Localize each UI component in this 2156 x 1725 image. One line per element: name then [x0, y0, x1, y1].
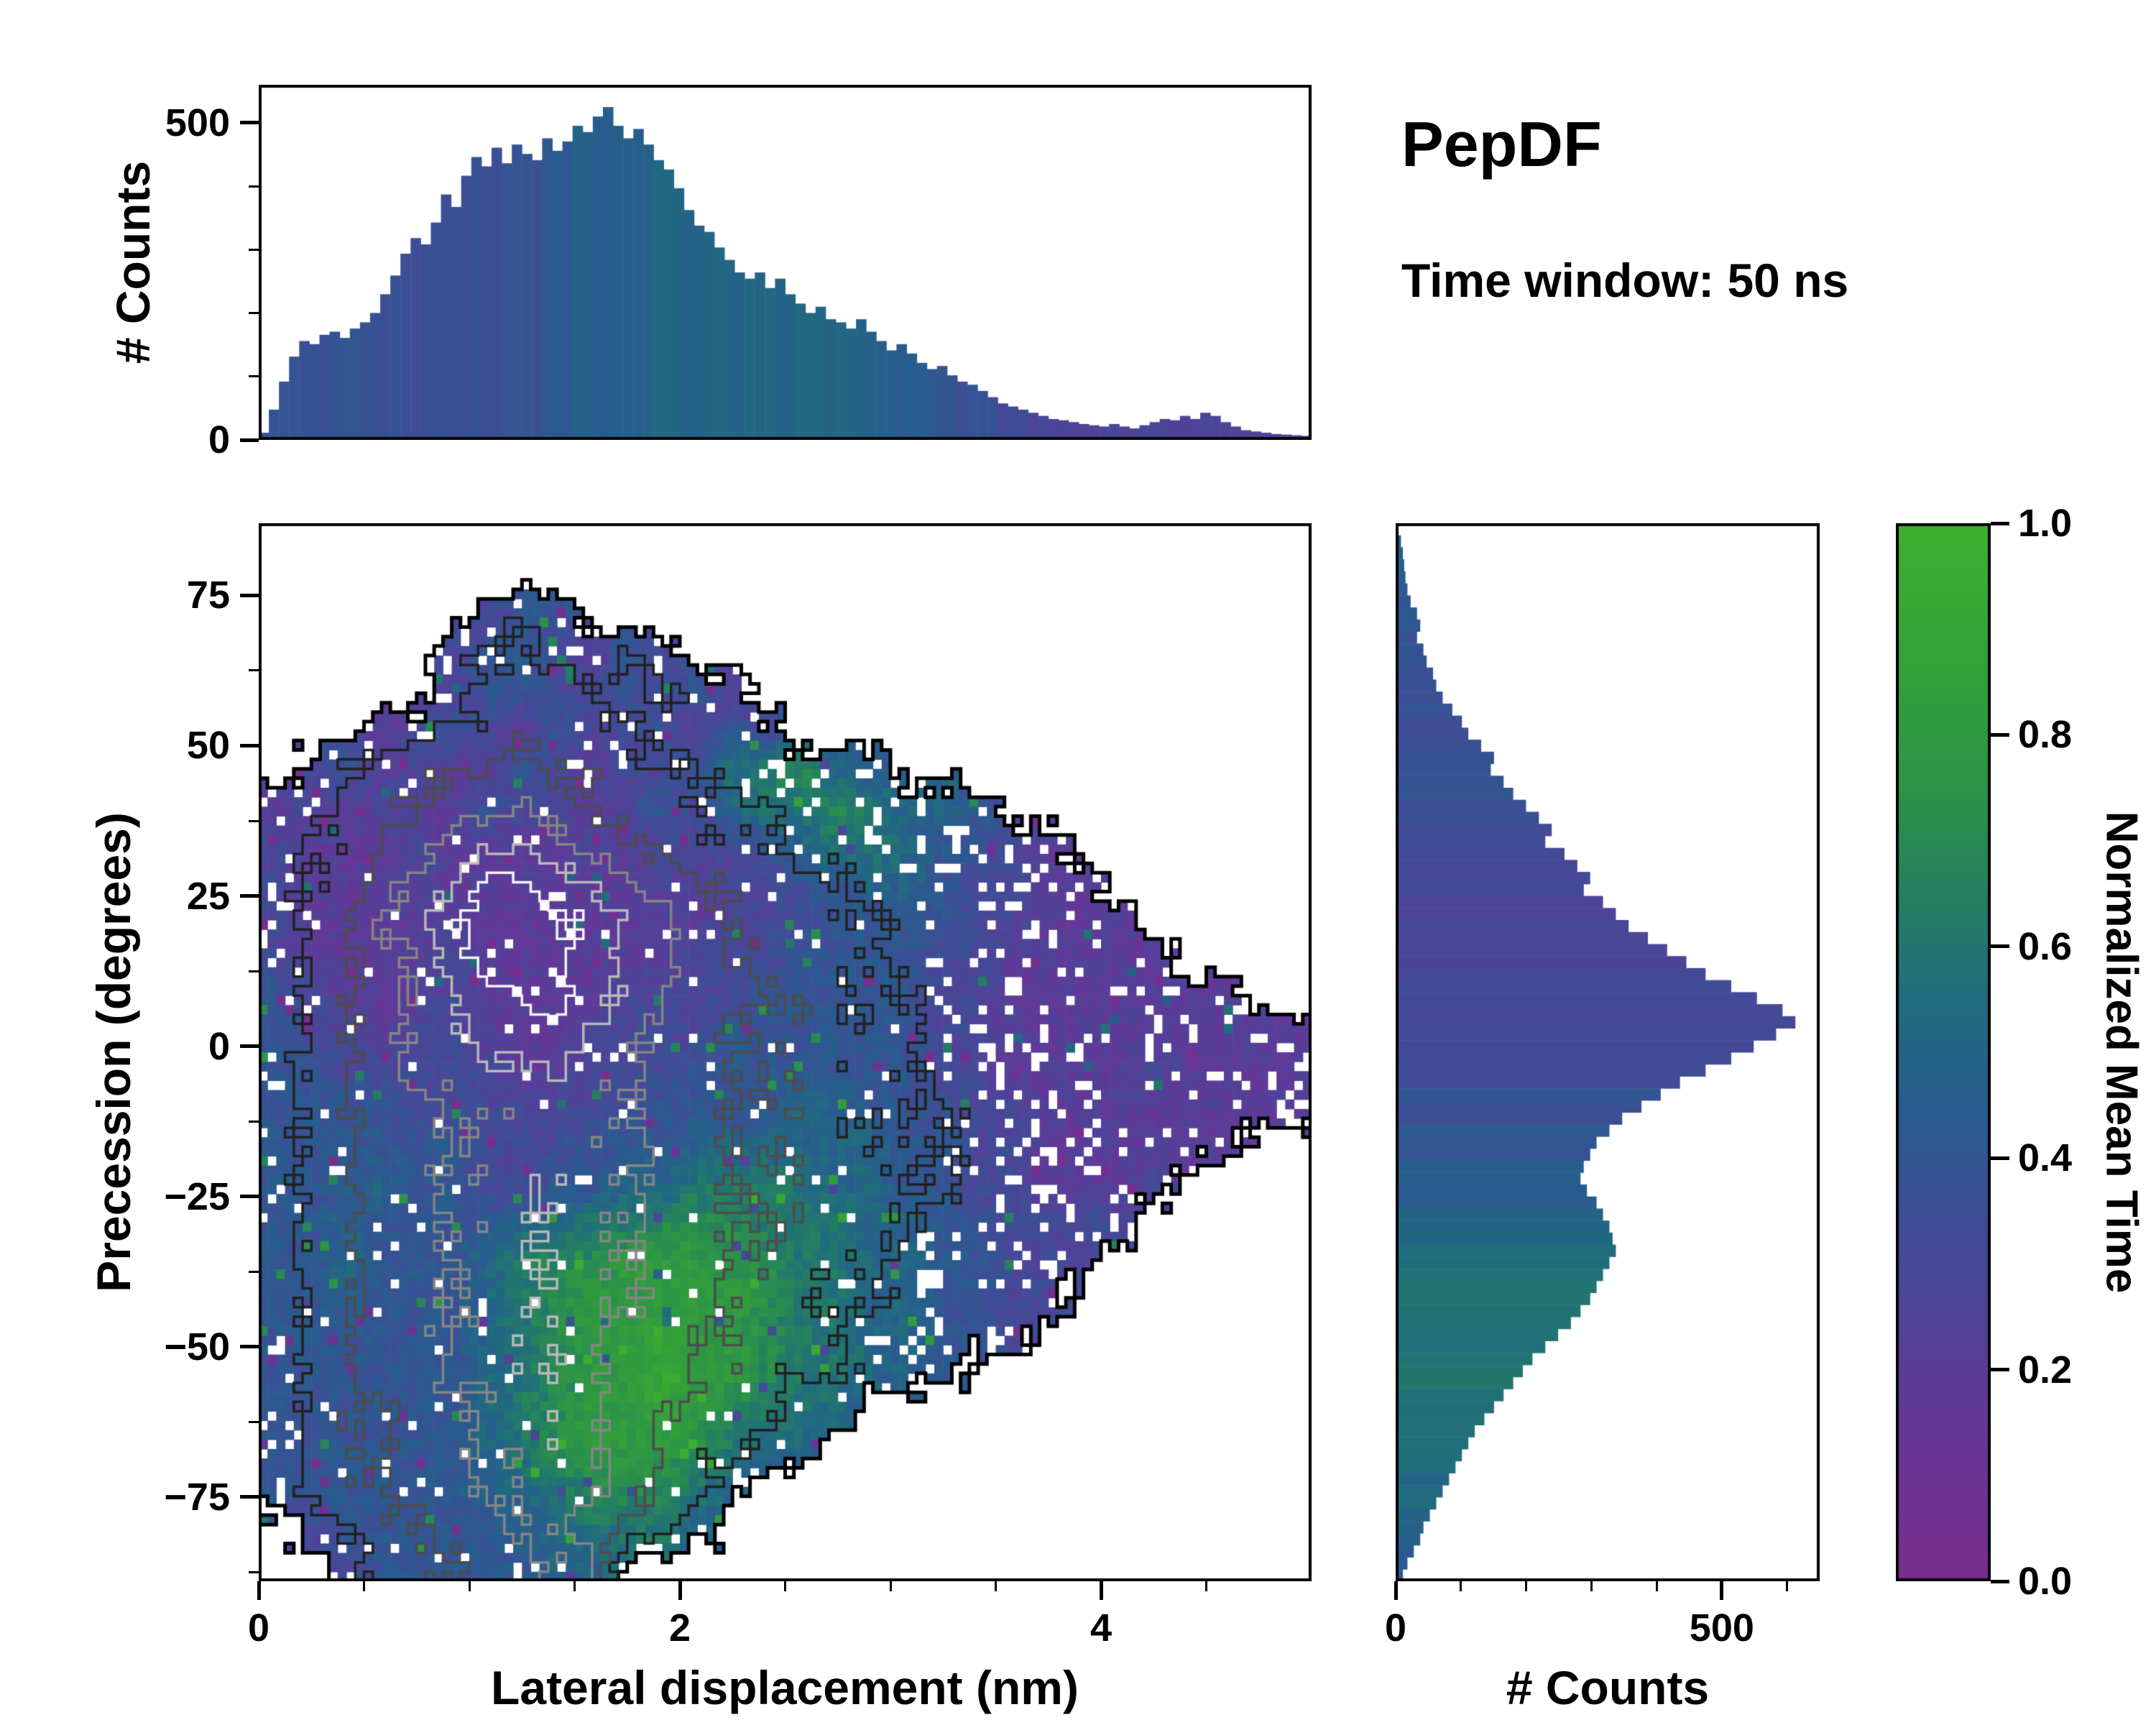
- x-tick-mark: [257, 1581, 261, 1600]
- y-tick-label: −75: [164, 1475, 230, 1519]
- x-minor-tick-mark: [995, 1581, 997, 1591]
- colorbar-canvas: [1896, 523, 1991, 1581]
- y-tick-label: −50: [164, 1325, 230, 1368]
- right-histogram-panel: 0 500: [1385, 523, 1820, 1650]
- x-minor-tick-mark: [468, 1581, 471, 1591]
- top-histogram-canvas: [259, 85, 1312, 440]
- heatmap-ylabel: Precession (degrees): [87, 812, 140, 1292]
- colorbar-panel: 1.0 0.8 0.6 0.4 0.2 0.0: [1896, 502, 2072, 1603]
- y-tick-mark: [240, 1495, 259, 1499]
- x-minor-tick-mark: [1460, 1581, 1462, 1591]
- x-tick-mark: [1393, 1581, 1398, 1600]
- x-tick-mark: [1720, 1581, 1724, 1600]
- y-tick-label: 25: [186, 874, 230, 918]
- colorbar-tick-label: 0.0: [2018, 1560, 2073, 1603]
- right-histogram-xlabel: # Counts: [1506, 1661, 1710, 1714]
- right-histogram-canvas: [1396, 523, 1820, 1581]
- top-histogram-panel: 0 500: [165, 85, 1312, 461]
- y-tick-label: 500: [165, 101, 230, 144]
- y-minor-tick-mark: [249, 248, 259, 251]
- colorbar-tick-mark: [1991, 1156, 2009, 1160]
- x-tick-label: 4: [1089, 1606, 1112, 1650]
- figure-subtitle: Time window: 50 ns: [1401, 254, 1849, 307]
- colorbar-tick-label: 0.4: [2018, 1136, 2073, 1180]
- x-minor-tick-mark: [1525, 1581, 1528, 1591]
- y-tick-mark: [240, 894, 259, 898]
- y-tick-mark: [240, 1195, 259, 1199]
- y-minor-tick-mark: [249, 312, 259, 315]
- y-minor-tick-mark: [249, 1120, 259, 1123]
- heatmap-xlabel: Lateral displacement (nm): [491, 1661, 1079, 1714]
- x-tick-mark: [1099, 1581, 1103, 1600]
- y-tick-mark: [240, 121, 259, 125]
- x-minor-tick-mark: [1590, 1581, 1593, 1591]
- x-minor-tick-mark: [363, 1581, 365, 1591]
- y-minor-tick-mark: [249, 970, 259, 972]
- y-tick-label: −25: [164, 1174, 230, 1218]
- colorbar-tick-mark: [1991, 1579, 2009, 1583]
- heatmap-canvas: [259, 523, 1312, 1581]
- x-tick-label: 0: [247, 1606, 270, 1650]
- colorbar-tick-mark: [1991, 521, 2009, 525]
- y-tick-label: 0: [208, 418, 230, 461]
- colorbar-tick-label: 0.8: [2018, 713, 2073, 757]
- x-minor-tick-mark: [889, 1581, 892, 1591]
- x-minor-tick-mark: [1205, 1581, 1207, 1591]
- colorbar-tick-label: 1.0: [2018, 502, 2073, 545]
- y-tick-mark: [240, 1044, 259, 1049]
- x-tick-label: 0: [1384, 1606, 1407, 1650]
- colorbar-tick-mark: [1991, 1368, 2009, 1372]
- x-minor-tick-mark: [784, 1581, 786, 1591]
- colorbar-tick-label: 0.6: [2018, 924, 2073, 968]
- y-tick-mark: [240, 593, 259, 597]
- colorbar-label: Normalized Mean Time: [2096, 811, 2147, 1294]
- x-minor-tick-mark: [1786, 1581, 1789, 1591]
- y-minor-tick-mark: [249, 1270, 259, 1273]
- y-tick-mark: [240, 438, 259, 442]
- y-minor-tick-mark: [249, 1420, 259, 1423]
- y-minor-tick-mark: [249, 819, 259, 822]
- y-tick-label: 50: [186, 724, 230, 768]
- y-minor-tick-mark: [249, 669, 259, 672]
- colorbar-tick-label: 0.2: [2018, 1348, 2073, 1392]
- y-minor-tick-mark: [249, 375, 259, 378]
- heatmap-panel: 0 2 4 75 50 25 0 −25 −50 −75: [164, 523, 1312, 1650]
- x-minor-tick-mark: [1655, 1581, 1658, 1591]
- y-minor-tick-mark: [249, 1570, 259, 1573]
- x-tick-label: 500: [1689, 1606, 1754, 1650]
- y-tick-mark: [240, 1345, 259, 1349]
- y-minor-tick-mark: [249, 185, 259, 188]
- colorbar-tick-mark: [1991, 944, 2009, 949]
- top-histogram-ylabel: # Counts: [106, 160, 160, 364]
- x-minor-tick-mark: [573, 1581, 576, 1591]
- y-tick-label: 75: [186, 574, 230, 617]
- y-tick-label: 0: [208, 1024, 230, 1068]
- x-tick-mark: [678, 1581, 682, 1600]
- x-tick-label: 2: [668, 1606, 691, 1650]
- y-tick-mark: [240, 743, 259, 748]
- colorbar-tick-mark: [1991, 732, 2009, 737]
- figure-title: PepDF: [1401, 109, 1602, 180]
